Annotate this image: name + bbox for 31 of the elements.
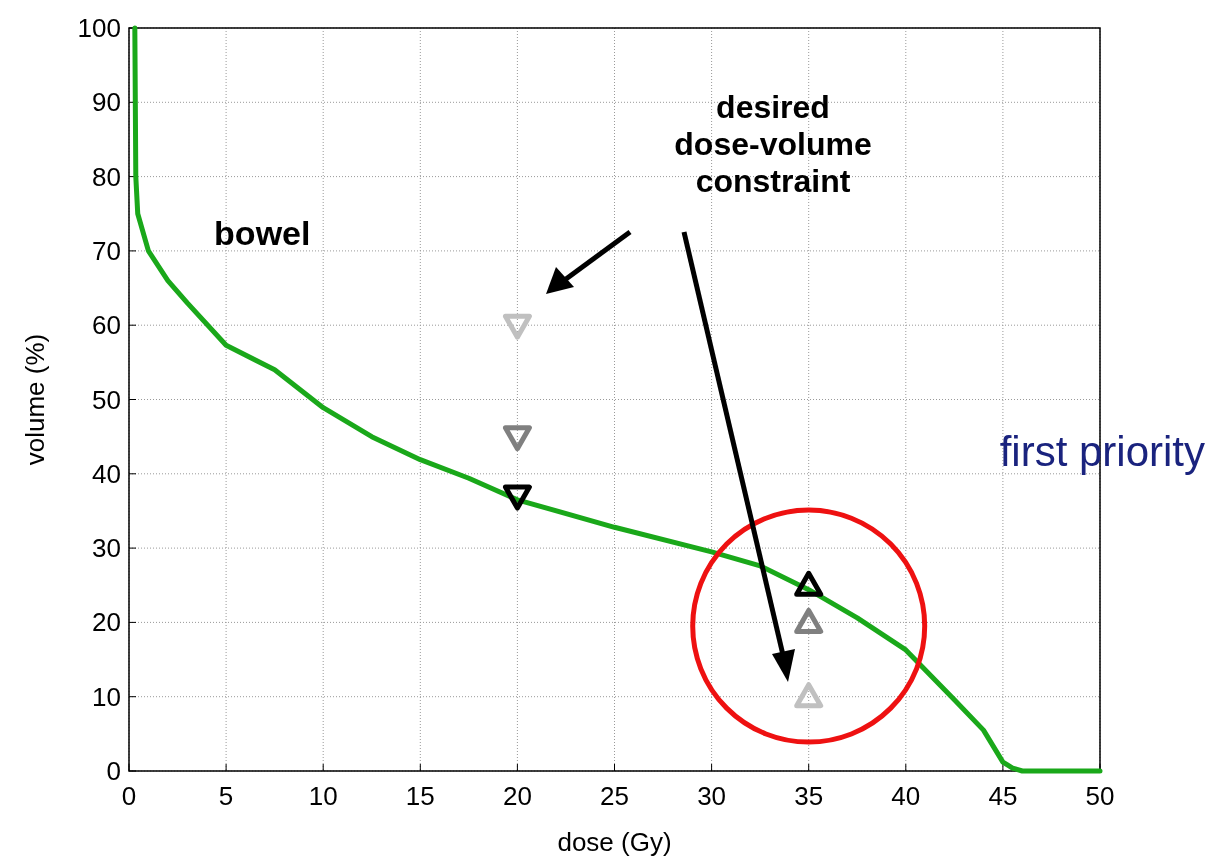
x-tick-label: 30 [697,781,727,811]
y-tick-label: 30 [92,533,121,564]
x-tick-label: 40 [891,781,921,811]
point [502,313,532,340]
series-label: bowel [214,214,311,253]
x-tick-label: 25 [600,781,629,811]
point [794,570,824,597]
y-tick-label: 20 [92,607,121,638]
x-tick-label: 15 [405,781,435,811]
x-tick-label: 10 [308,781,338,811]
y-tick-label: 0 [106,756,121,786]
y-tick-label: 80 [92,161,121,192]
x-tick-label: 5 [218,781,234,811]
annotation: desired dose-volume constraint [674,89,872,199]
point [794,607,824,634]
y-tick-label: 40 [92,458,121,489]
y-tick-label: 60 [92,310,121,341]
y-tick-label: 10 [92,681,121,712]
y-axis-title: volume (%) [20,333,50,466]
y-tick-label: 100 [77,13,121,43]
y-tick-label: 90 [92,87,121,118]
x-tick-label: 50 [1085,781,1115,811]
y-tick-label: 50 [92,384,121,415]
y-tick-label: 70 [92,235,121,266]
x-tick-label: 45 [988,781,1018,811]
point [502,484,532,511]
point [502,425,532,452]
x-tick-label: 20 [502,781,532,811]
x-tick-label: 35 [794,781,824,811]
point [794,682,824,709]
x-axis-title: dose (Gy) [557,827,672,857]
